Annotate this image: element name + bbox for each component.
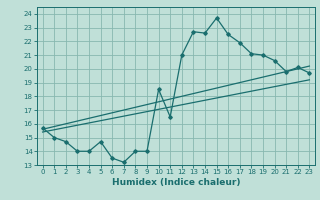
X-axis label: Humidex (Indice chaleur): Humidex (Indice chaleur) [112, 178, 240, 187]
